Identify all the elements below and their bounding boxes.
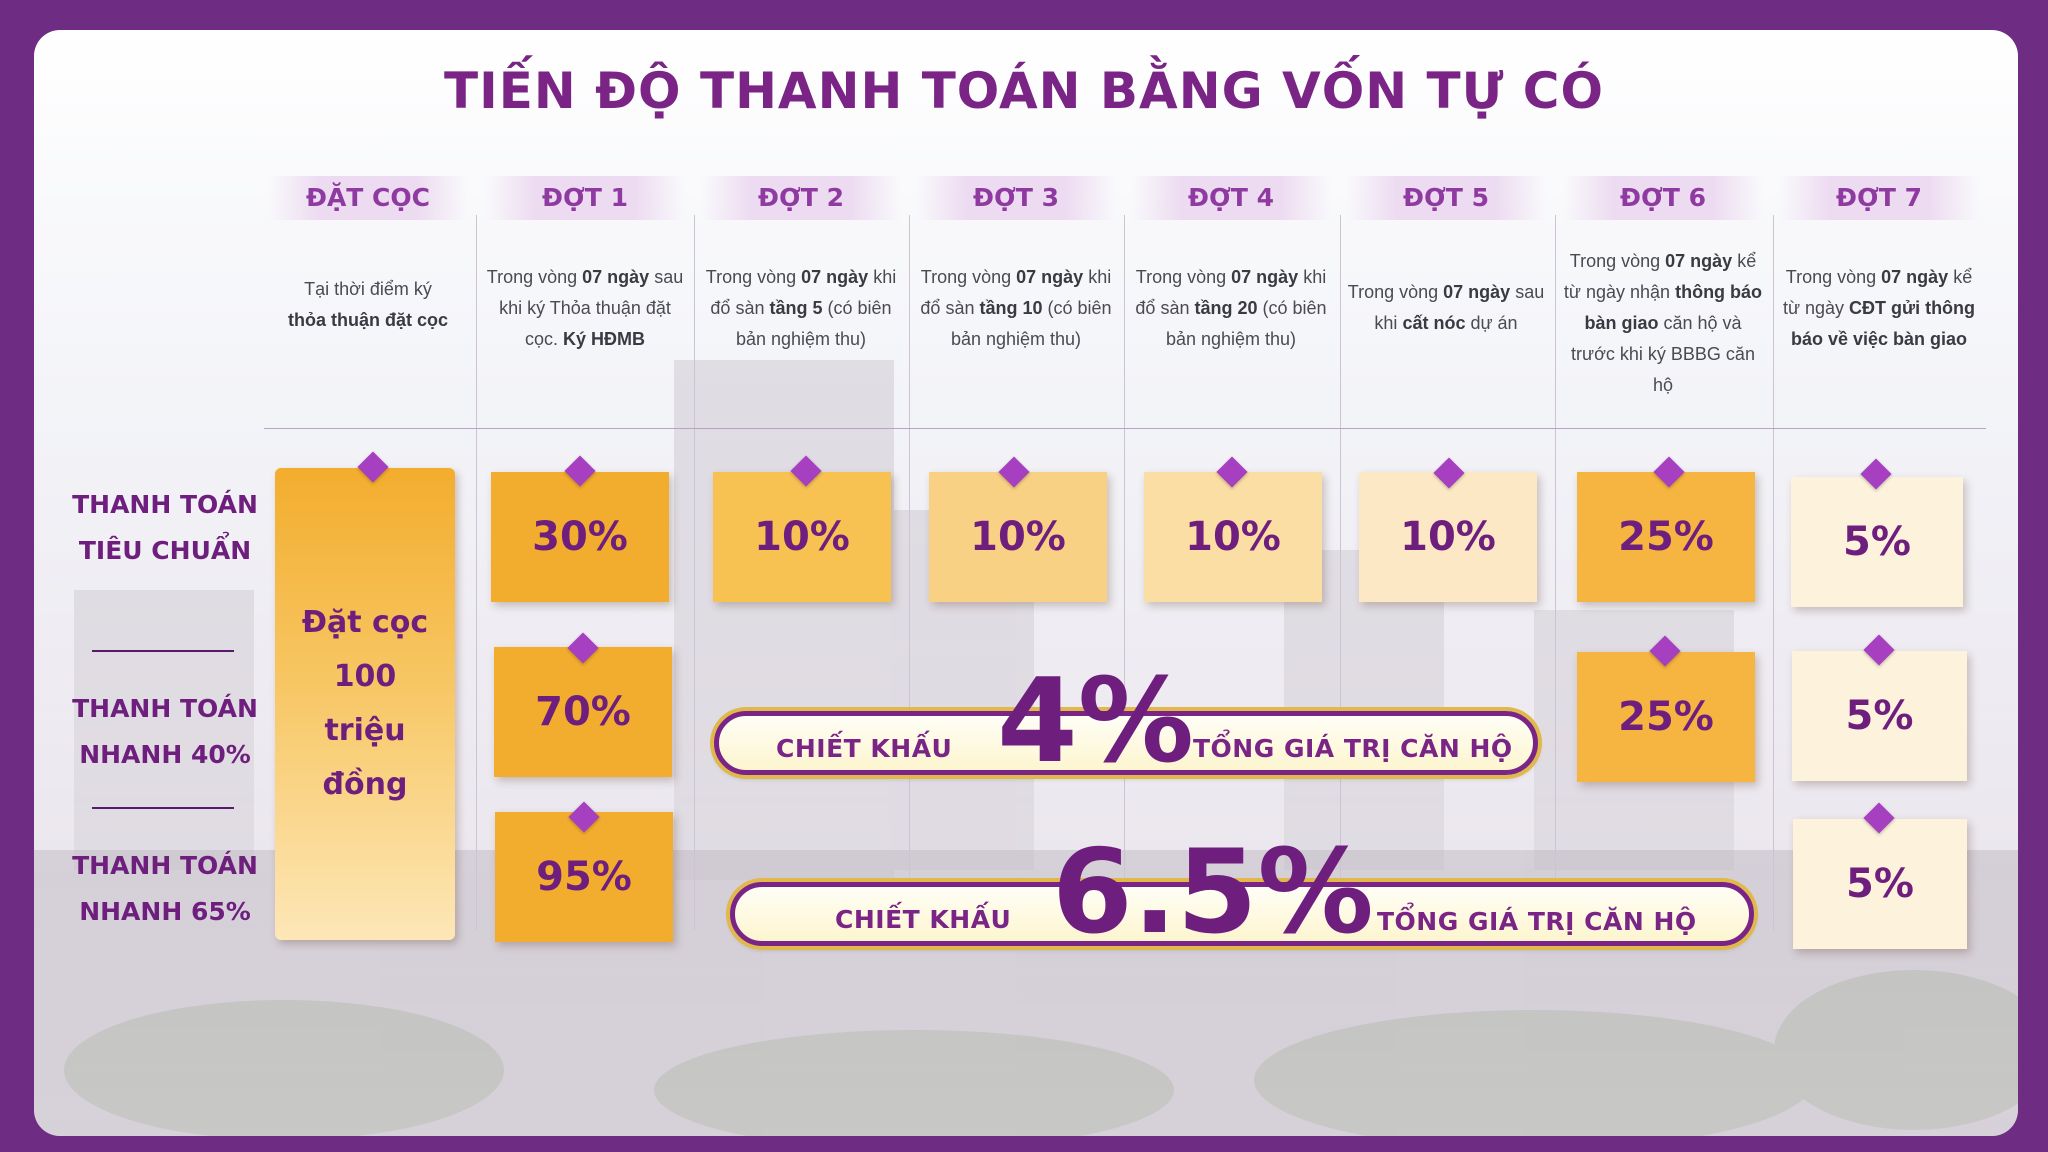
column-divider [1124, 215, 1125, 930]
column-header-phase-2: ĐỢT 2 [701, 176, 901, 220]
card-fast40-phase-6: 25% [1577, 652, 1755, 782]
header-divider [264, 428, 1986, 429]
column-header-phase-6: ĐỢT 6 [1563, 176, 1763, 220]
discount-banner-6-5: CHIẾT KHẤU 6.5% TỔNG GIÁ TRỊ CĂN HỘ [730, 835, 1754, 951]
column-divider [1555, 215, 1556, 930]
card-fast65-phase-1: 95% [495, 812, 673, 942]
banner-label-right: TỔNG GIÁ TRỊ CĂN HỘ [1377, 907, 1697, 936]
row-separator [92, 807, 234, 809]
column-divider [1773, 215, 1774, 930]
card-standard-phase-6: 25% [1577, 472, 1755, 602]
deposit-card: Đặt cọc 100 triệu đồng [275, 468, 455, 940]
card-fast65-phase-7: 5% [1793, 819, 1967, 949]
column-header-phase-4: ĐỢT 4 [1131, 176, 1331, 220]
column-header-phase-1: ĐỢT 1 [485, 176, 685, 220]
banner-label-right: TỔNG GIÁ TRỊ CĂN HỘ [1193, 734, 1513, 763]
card-standard-phase-5: 10% [1359, 472, 1537, 602]
card-standard-phase-4: 10% [1144, 472, 1322, 602]
column-divider [694, 215, 695, 930]
column-header-phase-7: ĐỢT 7 [1779, 176, 1979, 220]
column-header-phase-3: ĐỢT 3 [916, 176, 1116, 220]
card-standard-phase-3: 10% [929, 472, 1107, 602]
deposit-text: Đặt cọc 100 triệu đồng [301, 605, 429, 802]
card-fast40-phase-7: 5% [1792, 651, 1967, 781]
description-phase-1: Trong vòng 07 ngày sau khi ký Thỏa thuận… [486, 267, 684, 349]
page-title: TIẾN ĐỘ THANH TOÁN BẰNG VỐN TỰ CÓ [444, 62, 1604, 120]
description-phase-4: Trong vòng 07 ngày khi đổ sàn tầng 20 (c… [1135, 267, 1327, 349]
description-phase-7: Trong vòng 07 ngày kể từ ngày CĐT gửi th… [1782, 267, 1976, 349]
row-label-fast-65: THANH TOÁN NHANH 65% [72, 851, 258, 926]
row-separator [92, 650, 234, 652]
description-phase-3: Trong vòng 07 ngày khi đổ sàn tầng 10 (c… [920, 267, 1112, 349]
card-standard-phase-1: 30% [491, 472, 669, 602]
card-standard-phase-2: 10% [713, 472, 891, 602]
row-label-fast-40: THANH TOÁN NHANH 40% [72, 694, 258, 769]
banner-label-left: CHIẾT KHẤU [835, 905, 1012, 934]
description-phase-5: Trong vòng 07 ngày sau khi cất nóc dự án [1347, 282, 1545, 333]
column-header-deposit: ĐẶT CỌC [268, 176, 468, 220]
column-divider [909, 215, 910, 930]
column-header-phase-5: ĐỢT 5 [1346, 176, 1546, 220]
column-divider [1340, 215, 1341, 930]
column-divider [476, 215, 477, 930]
banner-discount-value: 4% [997, 654, 1194, 789]
row-label-standard: THANH TOÁN TIÊU CHUẨN [72, 490, 258, 565]
description-phase-2: Trong vòng 07 ngày khi đổ sàn tầng 5 (có… [705, 267, 897, 349]
description-phase-6: Trong vòng 07 ngày kể từ ngày nhận thông… [1563, 251, 1763, 395]
banner-discount-value: 6.5% [1052, 825, 1374, 960]
card-standard-phase-7: 5% [1791, 477, 1963, 607]
discount-banner-4: CHIẾT KHẤU 4% TỔNG GIÁ TRỊ CĂN HỘ [714, 664, 1538, 780]
card-fast40-phase-1: 70% [494, 647, 672, 777]
banner-label-left: CHIẾT KHẤU [776, 734, 953, 763]
description-deposit: Tại thời điểm ký thỏa thuận đặt cọc [287, 279, 448, 330]
